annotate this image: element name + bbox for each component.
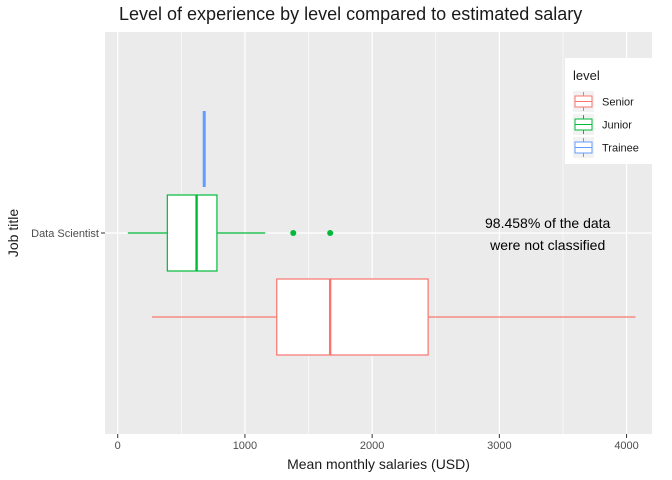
y-axis-title: Job title: [5, 209, 21, 257]
legend-label: Senior: [602, 97, 634, 109]
y-tick-label: Data Scientist: [31, 228, 99, 240]
legend-title: level: [573, 68, 600, 83]
annotation-line: 98.458% of the data: [485, 215, 611, 231]
box-senior: [152, 278, 636, 356]
x-tick-label: 3000: [487, 440, 511, 452]
x-tick-label: 1000: [233, 440, 257, 452]
outlier-point: [290, 230, 297, 236]
legend-item-junior: Junior: [573, 114, 632, 135]
x-tick-label: 4000: [614, 440, 638, 452]
x-axis-title: Mean monthly salaries (USD): [287, 456, 470, 472]
y-axis: Data Scientist: [31, 228, 105, 240]
legend-label: Trainee: [602, 143, 639, 155]
legend-item-senior: Senior: [573, 91, 634, 112]
x-tick-label: 0: [115, 440, 121, 452]
annotation-text: 98.458% of the data were not classified: [485, 215, 611, 253]
iqr-box: [166, 194, 218, 272]
x-axis: 0 1000 2000 3000 4000: [115, 434, 639, 452]
x-tick-label: 2000: [360, 440, 384, 452]
iqr-box: [276, 278, 429, 356]
outlier-point: [327, 230, 334, 236]
legend-item-trainee: Trainee: [573, 137, 639, 158]
legend-label: Junior: [602, 120, 632, 132]
box-junior: [127, 194, 334, 272]
annotation-line: were not classified: [489, 237, 605, 253]
legend: level Senior Junior Trainee: [565, 58, 652, 164]
chart-title: Level of experience by level compared to…: [119, 4, 582, 24]
box-series: [127, 111, 636, 356]
